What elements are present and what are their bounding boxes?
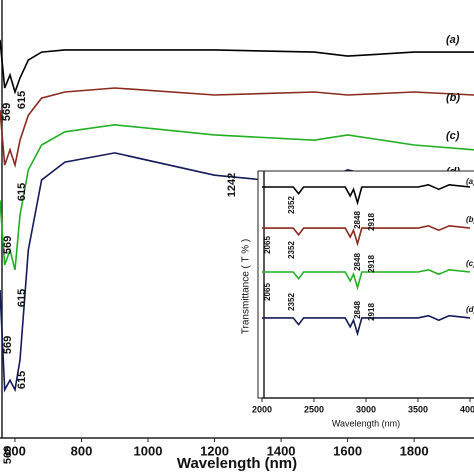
x-tick-label: 800	[71, 443, 93, 458]
x-tick-label: 4000	[460, 404, 474, 414]
peak-annotation: 1242	[226, 173, 238, 197]
peak-annotation: 2352	[287, 241, 296, 259]
peak-annotation: 615	[16, 289, 28, 307]
peak-annotation: 569	[2, 446, 14, 464]
peak-annotation: 2065	[263, 236, 272, 254]
spectrum-line	[0, 123, 474, 270]
spectrum-line	[262, 268, 471, 291]
series-label: (b)	[446, 92, 460, 104]
x-tick-label: 1200	[200, 443, 229, 458]
series-label: (a)	[446, 34, 460, 46]
spectrum-line	[0, 87, 474, 169]
peak-annotation: 2918	[367, 213, 376, 231]
peak-annotation: 2352	[287, 196, 296, 214]
peak-annotation: 2848	[353, 301, 362, 319]
series-label: (b)	[466, 215, 474, 224]
series-label: (c)	[466, 259, 474, 268]
x-tick-label: 1000	[134, 443, 163, 458]
peak-annotation: 2918	[367, 255, 376, 273]
x-tick-label: 1600	[333, 443, 362, 458]
peak-annotation: 2352	[287, 293, 296, 311]
x-tick-label: 2000	[252, 404, 272, 414]
peak-annotation: 569	[2, 236, 14, 254]
peak-annotation: 615	[16, 183, 28, 201]
y-axis-label: Transmittance ( T % )	[241, 239, 252, 334]
x-tick-label: 3500	[408, 404, 428, 414]
inset-frame	[257, 170, 474, 399]
x-tick-label: 600	[4, 443, 26, 458]
series-label: (c)	[446, 130, 460, 142]
peak-annotation: 569	[1, 103, 13, 121]
peak-annotation: 2848	[353, 211, 362, 229]
x-tick-label: 1800	[400, 443, 429, 458]
x-tick-label: 1400	[267, 443, 296, 458]
peak-annotation: 2918	[367, 303, 376, 321]
series-label: (a)	[466, 177, 474, 186]
spectrum-line	[0, 39, 474, 95]
x-tick-label: 2500	[304, 404, 324, 414]
x-axis-label: Wavelength (nm)	[177, 455, 297, 472]
peak-annotation: 615	[16, 371, 28, 389]
spectrum-line	[262, 224, 471, 247]
spectrum-line	[262, 183, 471, 206]
series-label: (d)	[466, 305, 474, 314]
spectrum-line	[262, 314, 471, 337]
peak-annotation: 615	[16, 91, 28, 109]
x-axis-label: Wavelength (nm)	[332, 418, 400, 428]
x-tick-label: 3000	[356, 404, 376, 414]
peak-annotation: 2848	[353, 253, 362, 271]
peak-annotation: 569	[2, 336, 14, 354]
peak-annotation: 2065	[263, 283, 272, 301]
